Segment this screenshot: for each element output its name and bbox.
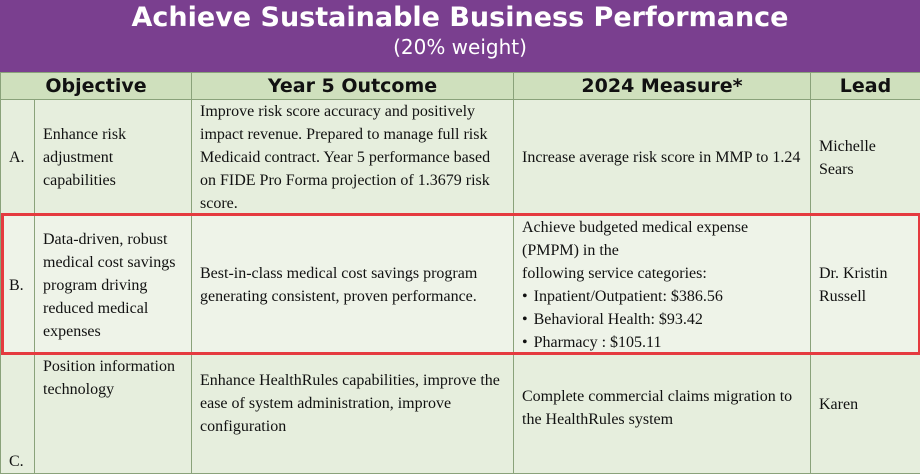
table-row: A. Enhance risk adjustment capabilities … <box>1 100 920 216</box>
lead-cell: Dr. Kristin Russell <box>811 216 920 355</box>
outcome-cell: Enhance HealthRules capabilities, improv… <box>192 355 514 474</box>
row-letter: B. <box>1 216 35 355</box>
list-item: Behavioral Health: $93.42 <box>522 308 802 331</box>
column-header-objective: Objective <box>1 73 192 100</box>
table-row: B. Data-driven, robust medical cost savi… <box>1 216 920 355</box>
measure-list: Inpatient/Outpatient: $386.56 Behavioral… <box>522 285 802 354</box>
measure-cell: Achieve budgeted medical expense (PMPM) … <box>514 216 811 355</box>
objective-cell: Enhance risk adjustment capabilities <box>35 100 192 216</box>
measure-cell: Increase average risk score in MMP to 1.… <box>514 100 811 216</box>
row-letter: A. <box>1 100 35 216</box>
title-banner: Achieve Sustainable Business Performance… <box>0 0 920 72</box>
column-header-measure: 2024 Measure* <box>514 73 811 100</box>
measure-intro-2: following service categories: <box>522 262 802 285</box>
page-subtitle: (20% weight) <box>0 35 920 59</box>
outcome-cell: Best-in-class medical cost savings progr… <box>192 216 514 355</box>
list-item: Inpatient/Outpatient: $386.56 <box>522 285 802 308</box>
page-title: Achieve Sustainable Business Performance <box>0 2 920 33</box>
table-row: C. Position information technology Enhan… <box>1 355 920 474</box>
table-header-row: Objective Year 5 Outcome 2024 Measure* L… <box>1 73 920 100</box>
row-letter: C. <box>1 355 35 474</box>
objective-cell: Data-driven, robust medical cost savings… <box>35 216 192 355</box>
column-header-outcome: Year 5 Outcome <box>192 73 514 100</box>
lead-cell: Karen <box>811 355 920 474</box>
lead-cell: Michelle Sears <box>811 100 920 216</box>
column-header-lead: Lead <box>811 73 920 100</box>
list-item: Pharmacy : $105.11 <box>522 331 802 354</box>
measure-intro: Achieve budgeted medical expense (PMPM) … <box>522 216 802 262</box>
objective-cell: Position information technology <box>35 355 192 474</box>
outcome-cell: Improve risk score accuracy and positive… <box>192 100 514 216</box>
measure-cell: Complete commercial claims migration to … <box>514 355 811 474</box>
objectives-table: Objective Year 5 Outcome 2024 Measure* L… <box>0 72 920 474</box>
